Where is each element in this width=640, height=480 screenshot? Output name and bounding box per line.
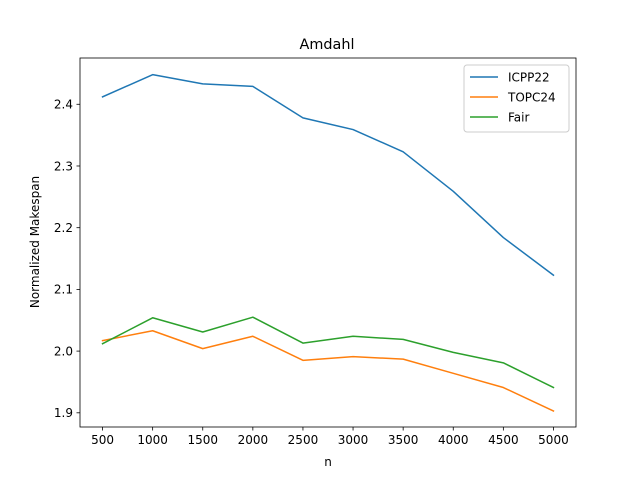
x-tick-label: 3500 (388, 433, 419, 447)
x-tick-label: 5000 (538, 433, 569, 447)
x-axis-label: n (324, 455, 332, 469)
x-tick-label: 4500 (488, 433, 519, 447)
x-tick-label: 2500 (288, 433, 319, 447)
legend-box (463, 64, 570, 133)
y-tick-label: 2.4 (54, 98, 73, 112)
y-axis-label: Normalized Makespan (28, 176, 42, 308)
y-tick-label: 2.1 (54, 283, 73, 297)
chart-title: Amdahl (300, 37, 355, 53)
plot-area-frame (79, 57, 577, 428)
series-line-topc24 (101, 329, 555, 412)
x-tick-label: 3000 (338, 433, 369, 447)
y-tick-label: 2.3 (54, 159, 73, 173)
legend: ICPP22 TOPC24 Fair (463, 64, 570, 133)
x-tick-label: 1000 (137, 433, 168, 447)
legend-label-fair: Fair (508, 110, 529, 124)
x-tick-label: 4000 (438, 433, 469, 447)
legend-label-topc24: TOPC24 (507, 90, 556, 104)
legend-label-icpp22: ICPP22 (508, 70, 550, 84)
y-tick-label: 1.9 (54, 406, 73, 420)
x-tick-label: 1500 (187, 433, 218, 447)
y-axis-ticks: 1.9 2.0 2.1 2.2 2.3 2.4 (54, 98, 80, 420)
plot-series (101, 73, 555, 412)
legend-items: ICPP22 TOPC24 Fair (470, 70, 556, 124)
y-tick-label: 2.2 (54, 221, 73, 235)
x-tick-label: 500 (91, 433, 114, 447)
y-tick-label: 2.0 (54, 344, 73, 358)
series-line-icpp22 (101, 73, 555, 277)
x-tick-label: 2000 (238, 433, 269, 447)
series-line-fair (101, 316, 555, 389)
x-axis-ticks: 500 1000 1500 2000 2500 3000 3500 4000 4500 5000 (91, 427, 569, 447)
